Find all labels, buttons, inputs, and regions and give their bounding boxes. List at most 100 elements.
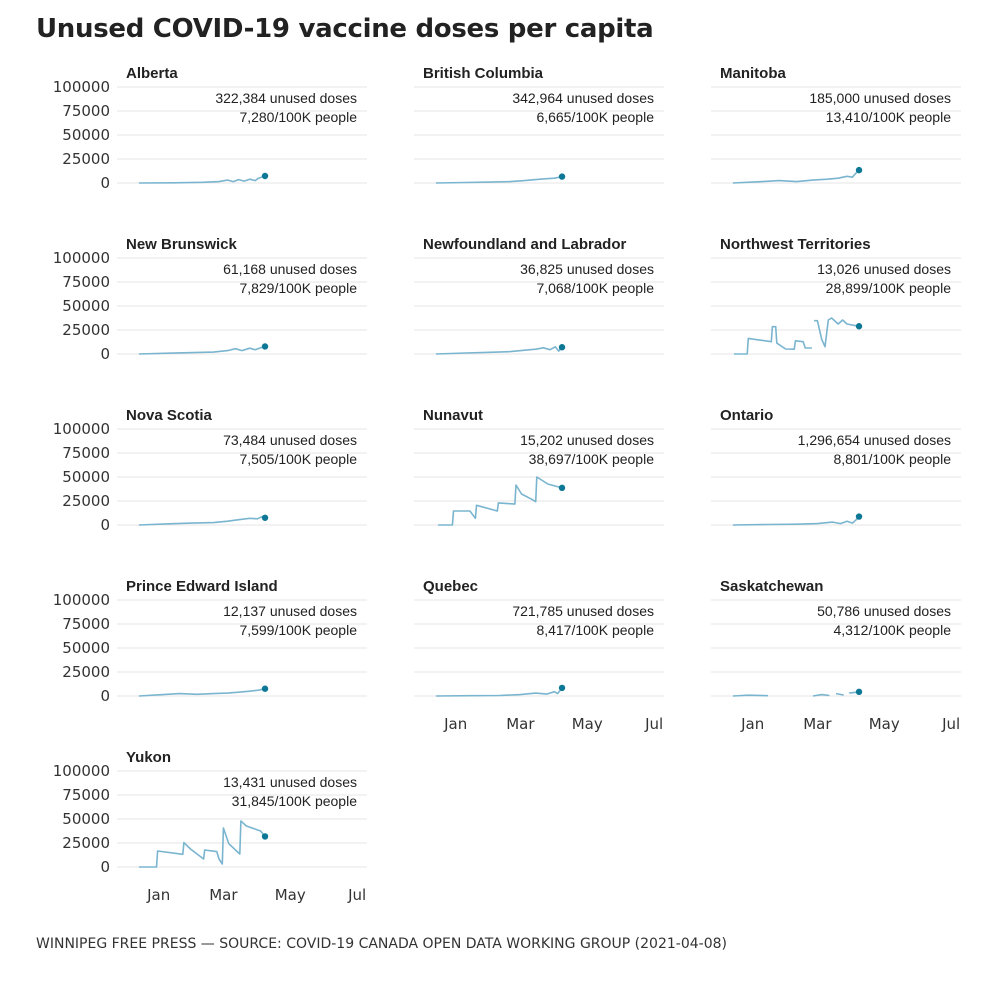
x-tick-label: Jul bbox=[941, 715, 960, 733]
panel-title: Quebec bbox=[423, 578, 478, 595]
latest-value-dot bbox=[558, 684, 566, 692]
unused-doses-label: 13,026 unused doses bbox=[817, 261, 951, 277]
y-tick-label: 25000 bbox=[62, 834, 110, 852]
panel-title: Nova Scotia bbox=[126, 407, 213, 424]
per-capita-label: 8,801/100K people bbox=[833, 451, 951, 467]
panel-title: Ontario bbox=[720, 407, 773, 424]
series-line bbox=[435, 346, 563, 355]
latest-value-dot bbox=[558, 484, 566, 492]
y-tick-label: 100000 bbox=[53, 249, 110, 267]
latest-value-dot bbox=[558, 173, 566, 180]
latest-value-dot bbox=[855, 166, 863, 174]
chart-title: Unused COVID-19 vaccine doses per capita bbox=[36, 14, 654, 44]
unused-doses-label: 61,168 unused doses bbox=[223, 261, 357, 277]
series-line bbox=[732, 516, 860, 526]
per-capita-label: 7,280/100K people bbox=[239, 109, 357, 125]
y-tick-label: 50000 bbox=[62, 126, 110, 144]
unused-doses-label: 13,431 unused doses bbox=[223, 774, 357, 790]
y-tick-label: 75000 bbox=[62, 444, 110, 462]
latest-value-dot bbox=[855, 688, 863, 696]
x-tick-label: May bbox=[869, 715, 900, 733]
unused-doses-label: 73,484 unused doses bbox=[223, 432, 357, 448]
x-tick-label: Jan bbox=[443, 715, 467, 733]
per-capita-label: 8,417/100K people bbox=[536, 622, 654, 638]
series-line bbox=[435, 175, 563, 184]
per-capita-label: 4,312/100K people bbox=[833, 622, 951, 638]
y-tick-label: 0 bbox=[100, 858, 110, 876]
latest-value-dot bbox=[261, 685, 269, 692]
panel-title: Saskatchewan bbox=[720, 578, 823, 595]
x-tick-label: May bbox=[275, 886, 306, 904]
y-tick-label: 75000 bbox=[62, 273, 110, 291]
x-tick-label: Jan bbox=[740, 715, 764, 733]
panel-title: Manitoba bbox=[720, 65, 786, 82]
unused-doses-label: 36,825 unused doses bbox=[520, 261, 654, 277]
unused-doses-label: 15,202 unused doses bbox=[520, 432, 654, 448]
latest-value-dot bbox=[558, 344, 566, 351]
y-tick-label: 100000 bbox=[53, 591, 110, 609]
series-line bbox=[438, 476, 563, 526]
y-tick-label: 50000 bbox=[62, 810, 110, 828]
y-tick-label: 75000 bbox=[62, 615, 110, 633]
per-capita-label: 13,410/100K people bbox=[826, 109, 952, 125]
panel-title: Alberta bbox=[126, 65, 178, 82]
y-tick-label: 25000 bbox=[62, 321, 110, 339]
latest-value-dot bbox=[261, 514, 269, 521]
series-line bbox=[734, 317, 860, 355]
x-tick-label: Mar bbox=[506, 715, 535, 733]
series-line bbox=[732, 169, 860, 184]
y-tick-label: 100000 bbox=[53, 420, 110, 438]
x-tick-label: Jul bbox=[644, 715, 663, 733]
unused-doses-label: 50,786 unused doses bbox=[817, 603, 951, 619]
y-tick-label: 25000 bbox=[62, 150, 110, 168]
y-tick-label: 50000 bbox=[62, 297, 110, 315]
series-line bbox=[732, 691, 860, 697]
series-line bbox=[138, 820, 266, 868]
series-line bbox=[138, 516, 266, 526]
panel-title: Nunavut bbox=[423, 407, 483, 424]
panel-title: British Columbia bbox=[423, 65, 544, 82]
unused-doses-label: 12,137 unused doses bbox=[223, 603, 357, 619]
per-capita-label: 28,899/100K people bbox=[826, 280, 952, 296]
y-tick-label: 75000 bbox=[62, 102, 110, 120]
x-tick-label: Mar bbox=[803, 715, 832, 733]
unused-doses-label: 1,296,654 unused doses bbox=[798, 432, 951, 448]
y-tick-label: 50000 bbox=[62, 639, 110, 657]
panel-title: New Brunswick bbox=[126, 236, 238, 253]
source-footer: WINNIPEG FREE PRESS — SOURCE: COVID-19 C… bbox=[36, 936, 727, 952]
per-capita-label: 7,068/100K people bbox=[536, 280, 654, 296]
latest-value-dot bbox=[261, 172, 269, 180]
latest-value-dot bbox=[261, 833, 269, 840]
y-tick-label: 100000 bbox=[53, 78, 110, 96]
panel-title: Northwest Territories bbox=[720, 236, 871, 253]
latest-value-dot bbox=[855, 513, 863, 520]
unused-doses-label: 721,785 unused doses bbox=[512, 603, 654, 619]
y-tick-label: 50000 bbox=[62, 468, 110, 486]
latest-value-dot bbox=[261, 343, 269, 350]
unused-doses-label: 185,000 unused doses bbox=[809, 90, 951, 106]
x-tick-label: Mar bbox=[209, 886, 238, 904]
panel-title: Prince Edward Island bbox=[126, 578, 278, 595]
per-capita-label: 31,845/100K people bbox=[232, 793, 358, 809]
series-line bbox=[435, 687, 563, 697]
x-tick-label: Jul bbox=[347, 886, 366, 904]
series-line bbox=[138, 345, 266, 355]
per-capita-label: 7,505/100K people bbox=[239, 451, 357, 467]
x-tick-label: Jan bbox=[146, 886, 170, 904]
y-tick-label: 0 bbox=[100, 174, 110, 192]
series-line bbox=[138, 687, 266, 697]
series-line bbox=[138, 175, 266, 184]
y-tick-label: 25000 bbox=[62, 663, 110, 681]
per-capita-label: 6,665/100K people bbox=[536, 109, 654, 125]
unused-doses-label: 342,964 unused doses bbox=[512, 90, 654, 106]
y-tick-label: 0 bbox=[100, 345, 110, 363]
latest-value-dot bbox=[855, 323, 863, 330]
y-tick-label: 0 bbox=[100, 687, 110, 705]
unused-doses-label: 322,384 unused doses bbox=[215, 90, 357, 106]
per-capita-label: 38,697/100K people bbox=[529, 451, 655, 467]
panel-title: Newfoundland and Labrador bbox=[423, 236, 626, 253]
per-capita-label: 7,829/100K people bbox=[239, 280, 357, 296]
per-capita-label: 7,599/100K people bbox=[239, 622, 357, 638]
y-tick-label: 100000 bbox=[53, 762, 110, 780]
